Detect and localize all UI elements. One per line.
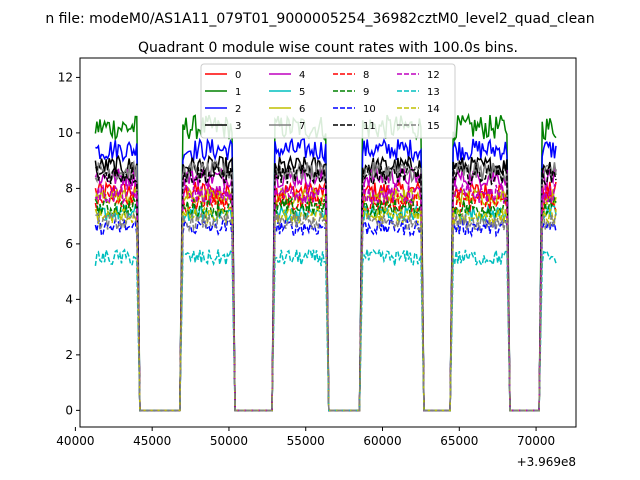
series-line-15 — [95, 210, 557, 412]
legend-label: 3 — [235, 121, 241, 132]
y-tick-label: 4 — [65, 292, 73, 306]
y-tick-label: 0 — [65, 403, 73, 417]
legend-label: 2 — [235, 104, 241, 115]
series-line-10 — [94, 216, 557, 412]
series-line-2 — [95, 136, 557, 412]
legend-box — [200, 63, 456, 139]
series-line-12 — [94, 182, 557, 412]
x-tick-label: 60000 — [363, 434, 401, 448]
y-tick-label: 8 — [65, 181, 73, 195]
x-tick-label: 45000 — [133, 434, 171, 448]
series-line-13 — [94, 248, 557, 412]
y-tick-label: 6 — [65, 237, 73, 251]
plot-area — [94, 112, 557, 412]
legend-label: 11 — [363, 121, 376, 132]
legend-label: 8 — [363, 70, 369, 81]
legend-label: 9 — [363, 87, 369, 98]
legend-label: 4 — [299, 70, 305, 81]
x-tick-label: 65000 — [440, 434, 478, 448]
x-tick-label: 70000 — [517, 434, 555, 448]
legend-label: 10 — [363, 104, 376, 115]
x-offset-label: +3.969e8 — [517, 455, 576, 469]
x-tick-label: 40000 — [56, 434, 94, 448]
x-axis: 40000 45000 50000 55000 60000 65000 70000 — [56, 427, 555, 448]
y-tick-label: 10 — [58, 126, 73, 140]
x-tick-label: 50000 — [210, 434, 248, 448]
chart-title: Quadrant 0 module wise count rates with … — [138, 40, 518, 56]
legend-label: 6 — [299, 104, 305, 115]
legend-label: 12 — [427, 70, 440, 81]
legend-label: 14 — [427, 104, 440, 115]
figure-suptitle: n file: modeM0/AS1A11_079T01_9000005254_… — [45, 11, 594, 27]
legend-label: 1 — [235, 87, 241, 98]
series-line-9 — [94, 196, 557, 412]
x-tick-label: 55000 — [287, 434, 325, 448]
legend-label: 13 — [427, 87, 440, 98]
axes-frame — [79, 57, 577, 428]
legend-label: 5 — [299, 87, 305, 98]
legend-label: 0 — [235, 70, 241, 81]
legend-label: 7 — [299, 121, 305, 132]
y-tick-label: 12 — [58, 70, 73, 84]
y-tick-label: 2 — [65, 348, 73, 362]
y-axis: 0 2 4 6 8 10 12 — [58, 70, 80, 417]
legend-label: 15 — [427, 121, 440, 132]
series-line-11 — [95, 162, 557, 412]
